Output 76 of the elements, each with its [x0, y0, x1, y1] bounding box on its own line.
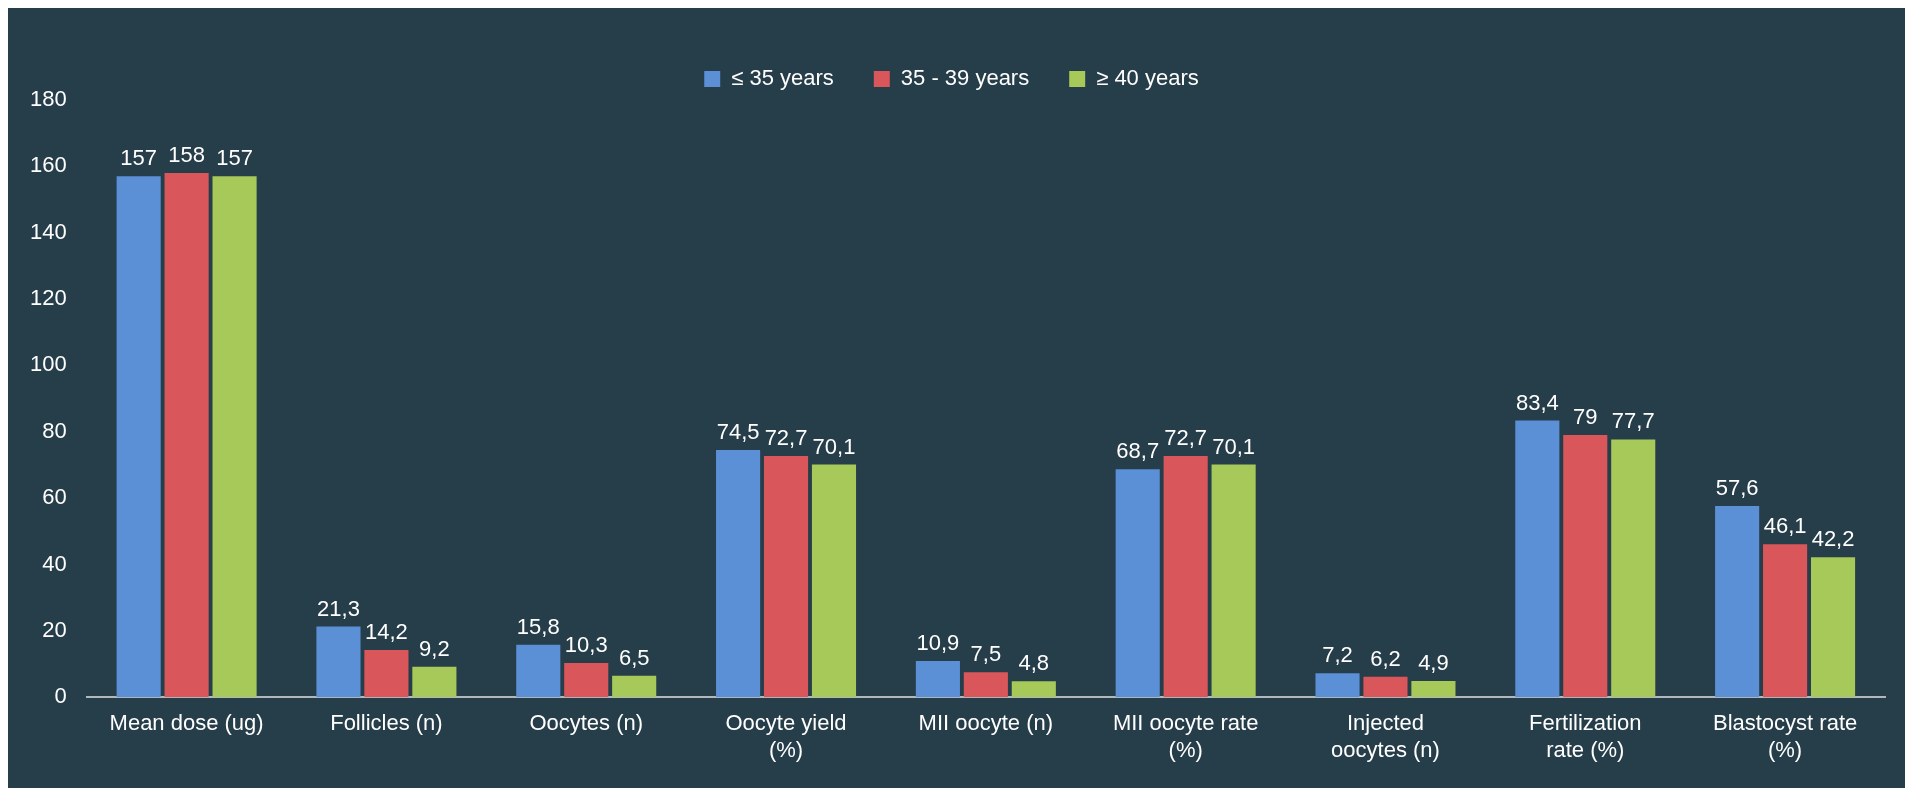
- bar: [1211, 464, 1256, 698]
- x-tick-label: MII oocyte rate (%): [1112, 710, 1259, 762]
- y-tick-label: 60: [42, 484, 67, 510]
- y-tick-label: 120: [29, 285, 67, 311]
- x-tick-label: MII oocyte (n): [918, 710, 1054, 736]
- x-tick-label: Blastocyst rate (%): [1712, 710, 1858, 762]
- bar: [1611, 439, 1656, 698]
- data-label: 70,1: [812, 433, 856, 459]
- y-tick-label: 180: [29, 86, 67, 112]
- y-tick-label: 80: [42, 417, 67, 443]
- bar: [212, 176, 257, 698]
- y-tick-label: 20: [42, 616, 67, 642]
- bar: [915, 661, 960, 698]
- data-label: 68,7: [1116, 438, 1160, 464]
- data-label: 6,5: [618, 644, 650, 670]
- x-tick-label: Follicles (n): [330, 710, 443, 736]
- bar: [1115, 469, 1160, 698]
- data-label: 6,2: [1370, 645, 1401, 671]
- data-label: 72,7: [764, 425, 808, 451]
- bar: [1563, 435, 1608, 698]
- data-label: 9,2: [419, 635, 450, 661]
- data-label: 10,3: [564, 632, 608, 658]
- bar: [1363, 676, 1408, 698]
- data-label: 4,8: [1018, 650, 1050, 676]
- bar: [1810, 557, 1856, 698]
- bar: [1763, 544, 1808, 698]
- data-label: 14,2: [365, 619, 408, 645]
- data-label: 21,3: [317, 595, 360, 621]
- bar: [564, 663, 609, 698]
- bar: [1315, 673, 1360, 698]
- legend-label: ≥ 40 years: [1096, 65, 1199, 91]
- y-tick-label: 140: [29, 218, 67, 244]
- data-label: 4,9: [1418, 650, 1449, 676]
- data-label: 77,7: [1611, 408, 1655, 434]
- bar: [516, 644, 561, 698]
- bar: [1163, 456, 1208, 698]
- bar: [1715, 506, 1760, 698]
- data-label: 46,1: [1763, 513, 1807, 539]
- bar: [164, 172, 209, 698]
- x-tick-label: Oocytes (n): [529, 710, 644, 736]
- x-tick-label: Mean dose (ug): [109, 710, 264, 736]
- bar: [963, 672, 1008, 698]
- data-label: 7,2: [1322, 642, 1353, 668]
- y-tick-label: 100: [29, 351, 67, 377]
- y-tick-label: 40: [42, 550, 67, 576]
- data-label: 158: [168, 142, 205, 168]
- data-label: 157: [120, 145, 158, 171]
- data-label: 83,4: [1515, 389, 1559, 415]
- x-tick-label: Injected oocytes (n): [1331, 710, 1440, 762]
- bar: [1411, 680, 1456, 698]
- legend-label: ≤ 35 years: [731, 65, 834, 91]
- x-tick-label: Oocyte yield (%): [725, 710, 847, 762]
- bar: [364, 650, 409, 698]
- data-label: 74,5: [716, 419, 760, 445]
- bar: [811, 464, 857, 698]
- data-label: 72,7: [1164, 425, 1208, 451]
- bar: [316, 626, 361, 698]
- bar: [716, 450, 761, 698]
- data-label: 79: [1573, 404, 1598, 430]
- bar: [612, 675, 657, 698]
- bar: [763, 456, 809, 698]
- bar: [1011, 681, 1056, 698]
- y-tick-label: 0: [54, 683, 67, 709]
- data-label: 7,5: [970, 641, 1002, 667]
- bar: [412, 666, 457, 698]
- data-label: 15,8: [516, 613, 560, 639]
- bar: [1515, 420, 1560, 698]
- data-label: 57,6: [1715, 475, 1759, 501]
- data-label: 42,2: [1811, 526, 1855, 552]
- bar: [116, 176, 161, 698]
- y-tick-label: 160: [29, 152, 67, 178]
- data-label: 70,1: [1212, 433, 1256, 459]
- legend-label: 35 - 39 years: [900, 65, 1030, 91]
- x-tick-label: Fertilization rate (%): [1529, 710, 1642, 762]
- data-label: 157: [216, 145, 253, 171]
- data-label: 10,9: [916, 630, 960, 656]
